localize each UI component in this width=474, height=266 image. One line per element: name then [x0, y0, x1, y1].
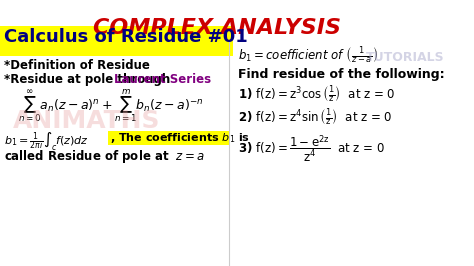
- Text: COMPLEX ANALYSIS: COMPLEX ANALYSIS: [93, 18, 341, 38]
- Text: Find residue of the following:: Find residue of the following:: [237, 68, 444, 81]
- FancyBboxPatch shape: [108, 131, 228, 145]
- Text: $\mathbf{3)}$ $\mathrm{f(z) = \dfrac{1-e^{2z}}{z^4}}$  at z = 0: $\mathbf{3)}$ $\mathrm{f(z) = \dfrac{1-e…: [237, 134, 384, 165]
- Text: *Definition of Residue: *Definition of Residue: [4, 59, 150, 72]
- Text: $\sum_{n=0}^{\infty} a_n(z-a)^n + \sum_{n=1}^{m} b_n(z-a)^{-n}$: $\sum_{n=0}^{\infty} a_n(z-a)^n + \sum_{…: [18, 88, 204, 125]
- FancyBboxPatch shape: [0, 26, 233, 56]
- Text: called Residue of pole at  $z = a$: called Residue of pole at $z = a$: [4, 148, 205, 165]
- Text: ANIMATHS: ANIMATHS: [13, 109, 161, 133]
- Text: Laurent Series: Laurent Series: [114, 73, 211, 86]
- Text: TUTORIALS: TUTORIALS: [365, 51, 444, 64]
- Text: $\mathbf{2)}$ $\mathrm{f(z) = z^4\sin\left(\frac{1}{z}\right)}$  at z = 0: $\mathbf{2)}$ $\mathrm{f(z) = z^4\sin\le…: [237, 108, 392, 128]
- Text: Calculus of Residue #01: Calculus of Residue #01: [4, 28, 247, 46]
- Text: *Residue at pole through: *Residue at pole through: [4, 73, 174, 86]
- Text: $b_1 = \frac{1}{2\pi i}\int_c f(z)dz$: $b_1 = \frac{1}{2\pi i}\int_c f(z)dz$: [4, 131, 89, 153]
- Text: $b_1 = coefficient\ of\ \left(\frac{1}{z-a}\right)$: $b_1 = coefficient\ of\ \left(\frac{1}{z…: [237, 46, 378, 66]
- Text: , The coefficients $b_1$ is: , The coefficients $b_1$ is: [110, 131, 250, 145]
- Text: $\mathbf{1)}$ $\mathrm{f(z) = z^3\cos\left(\frac{1}{z}\right)}$  at z = 0: $\mathbf{1)}$ $\mathrm{f(z) = z^3\cos\le…: [237, 85, 395, 105]
